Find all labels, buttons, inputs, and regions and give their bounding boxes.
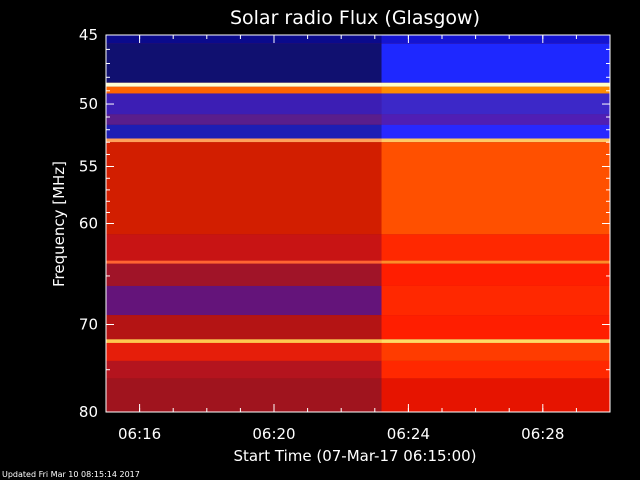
band-4-after <box>381 93 610 115</box>
band-6-after <box>381 124 610 139</box>
y-axis: 45 50 55 60 70 80 <box>79 26 610 421</box>
band-5-after <box>381 114 610 125</box>
band-17-after <box>381 378 610 412</box>
y-tick-label-60: 60 <box>79 215 98 233</box>
x-axis: 06:16 06:20 06:24 06:28 <box>118 35 577 443</box>
band-13-before <box>106 315 382 340</box>
band-13-after <box>381 315 610 340</box>
band-5-before <box>106 114 382 125</box>
band-15-after <box>381 342 610 361</box>
update-timestamp: Updated Fri Mar 10 08:15:14 2017 <box>2 470 140 479</box>
band-9-before <box>106 234 382 261</box>
band-12-before <box>106 285 382 316</box>
band-8-before <box>106 142 382 235</box>
band-3-before <box>106 86 382 94</box>
y-tick-label-80: 80 <box>79 403 98 421</box>
band-7-before <box>106 138 382 143</box>
chart-title: Solar radio Flux (Glasgow) <box>230 7 480 29</box>
x-axis-label: Start Time (07-Mar-17 06:15:00) <box>233 447 476 465</box>
y-tick-label-50: 50 <box>79 95 98 113</box>
band-1-before <box>106 43 382 83</box>
band-2-after <box>381 82 610 87</box>
band-15-before <box>106 342 382 361</box>
band-0-before <box>106 35 382 44</box>
band-16-before <box>106 360 382 379</box>
y-tick-label-45: 45 <box>79 26 98 44</box>
band-16-after <box>381 360 610 379</box>
band-10-before <box>106 260 382 264</box>
x-tick-label-06:24: 06:24 <box>387 425 430 443</box>
x-tick-label-06:20: 06:20 <box>252 425 295 443</box>
band-3-after <box>381 86 610 94</box>
band-4-before <box>106 93 382 115</box>
y-tick-label-55: 55 <box>79 157 98 175</box>
band-12-after <box>381 285 610 316</box>
y-tick-label-70: 70 <box>79 316 98 334</box>
band-0-after <box>381 35 610 44</box>
heatmap-plot <box>106 35 610 412</box>
band-6-before <box>106 124 382 139</box>
band-14-before <box>106 339 382 343</box>
band-11-before <box>106 263 382 286</box>
band-17-before <box>106 378 382 412</box>
band-10-after <box>381 260 610 264</box>
x-tick-label-06:28: 06:28 <box>521 425 564 443</box>
band-14-after <box>381 339 610 343</box>
band-11-after <box>381 263 610 286</box>
band-8-after <box>381 142 610 235</box>
band-7-after <box>381 138 610 143</box>
band-1-after <box>381 43 610 83</box>
x-tick-label-06:16: 06:16 <box>118 425 161 443</box>
band-2-before <box>106 82 382 87</box>
band-9-after <box>381 234 610 261</box>
y-axis-label: Frequency [MHz] <box>50 161 68 287</box>
